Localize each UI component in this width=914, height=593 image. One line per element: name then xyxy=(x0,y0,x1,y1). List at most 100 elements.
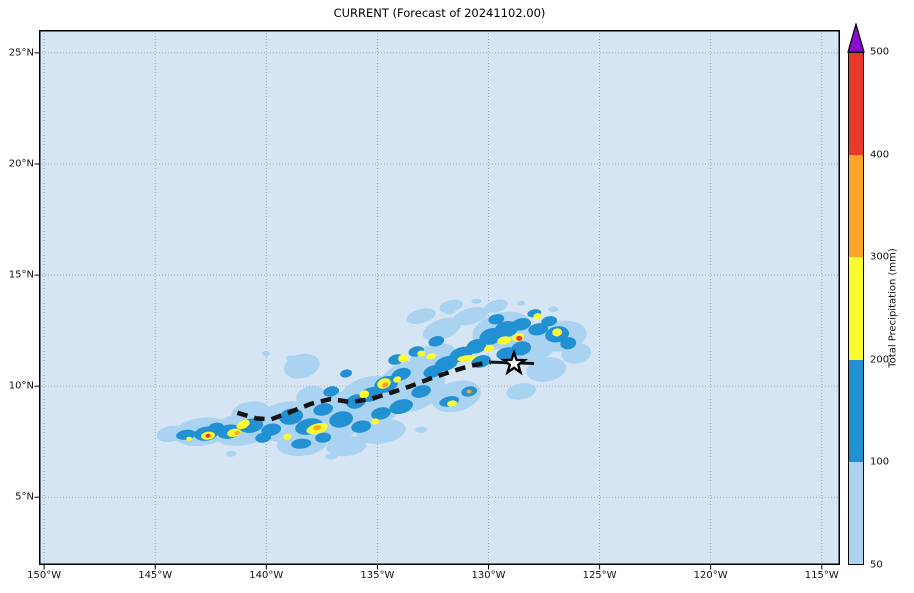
precip-blob-moderate xyxy=(528,323,549,336)
colorbar-tick-label: 100 xyxy=(870,456,890,468)
precip-blob-heavy xyxy=(236,419,250,430)
precip-blob-light xyxy=(453,307,489,326)
colorbar-segment-300-400 xyxy=(849,155,863,258)
precip-blob-light xyxy=(415,426,428,433)
plot-title: CURRENT (Forecast of 20241102.00) xyxy=(333,6,546,20)
precip-blob-heavy xyxy=(398,354,409,363)
precip-blob-heavy xyxy=(484,345,495,352)
x-tick-label: 150°W xyxy=(27,570,62,581)
precip-blob-moderate xyxy=(488,314,505,325)
precip-blob-moderate xyxy=(208,422,225,433)
y-tick-label: 20°N xyxy=(8,158,34,170)
colorbar-label: Total Precipitation (mm) xyxy=(887,248,899,368)
precip-blob-intense xyxy=(516,335,523,341)
map-plot-area xyxy=(39,30,840,565)
precip-blob-moderate xyxy=(511,318,532,331)
precip-blob-moderate xyxy=(329,411,354,428)
precip-blob-light xyxy=(226,450,237,457)
colorbar xyxy=(848,52,864,565)
storm-center-star xyxy=(500,348,528,376)
colorbar-over-arrow xyxy=(847,23,865,53)
precip-blob-very_heavy xyxy=(234,430,241,435)
y-tick-label: 10°N xyxy=(8,380,34,392)
precip-blob-heavy xyxy=(552,328,563,337)
precip-blob-heavy xyxy=(227,428,242,437)
colorbar-tick-label: 500 xyxy=(870,46,890,58)
colorbar-segment-50-100 xyxy=(849,461,863,565)
precip-blob-moderate xyxy=(371,407,391,420)
storm-track xyxy=(236,348,535,422)
precip-blob-heavy xyxy=(359,390,370,399)
over-range-triangle xyxy=(847,23,865,53)
precip-blob-light xyxy=(422,317,461,341)
colorbar-tick-label: 50 xyxy=(870,559,883,571)
x-tick-label: 135°W xyxy=(360,570,395,581)
precip-blob-moderate xyxy=(389,399,413,415)
x-tick-label: 145°W xyxy=(138,570,173,581)
precip-blob-light xyxy=(484,299,508,313)
precip-blob-heavy xyxy=(283,433,292,440)
precip-blob-heavy xyxy=(497,336,512,345)
precip-blob-light xyxy=(406,308,436,324)
precip-blob-moderate xyxy=(315,432,332,443)
x-tick-label: 130°W xyxy=(471,570,506,581)
precip-blob-heavy xyxy=(426,353,437,360)
colorbar-segment-200-300 xyxy=(849,257,863,360)
precip-blob-heavy xyxy=(457,355,476,362)
precip-blob-light xyxy=(506,383,536,400)
precip-blob-moderate xyxy=(261,423,282,436)
plot-frame xyxy=(39,30,840,565)
precip-blob-moderate xyxy=(255,432,272,443)
precip-blob-heavy xyxy=(533,313,542,320)
precip-blob-moderate xyxy=(313,403,334,416)
precip-blob-heavy xyxy=(447,400,458,407)
precip-blob-moderate xyxy=(351,420,372,433)
precip-blob-light xyxy=(526,357,567,382)
precip-blob-very_heavy xyxy=(466,389,472,394)
y-tick-label: 15°N xyxy=(8,269,34,281)
precip-blob-light xyxy=(548,306,559,313)
precip-blob-light xyxy=(262,350,271,356)
precip-blob-moderate xyxy=(279,408,304,425)
precip-blob-moderate xyxy=(560,337,577,350)
grid-lines xyxy=(34,30,840,570)
precipitation-field xyxy=(156,298,592,460)
precip-blob-light xyxy=(296,386,326,407)
precip-blob-light xyxy=(517,300,526,306)
precip-blob-moderate xyxy=(428,336,445,347)
precip-blob-light xyxy=(286,355,297,362)
precip-blob-moderate xyxy=(291,438,312,449)
precip-blob-light xyxy=(284,353,320,379)
precip-blob-very_heavy xyxy=(381,382,389,388)
precip-blob-heavy xyxy=(371,418,380,425)
precip-blob-light xyxy=(471,298,482,304)
precip-blob-moderate xyxy=(511,341,532,356)
precip-blob-moderate xyxy=(496,347,517,360)
colorbar-tick-label: 300 xyxy=(870,251,890,263)
precipitation-map xyxy=(34,30,840,570)
x-tick-label: 120°W xyxy=(693,570,728,581)
precip-blob-light xyxy=(443,308,456,315)
precip-blob-moderate xyxy=(541,316,558,327)
precip-blob-moderate xyxy=(411,385,431,398)
precip-blob-moderate xyxy=(466,339,487,354)
precip-blob-heavy xyxy=(186,436,193,441)
y-tick-label: 25°N xyxy=(8,47,34,59)
colorbar-tick-label: 200 xyxy=(870,354,890,366)
colorbar-segment-100-200 xyxy=(849,359,863,462)
x-tick-label: 115°W xyxy=(804,570,839,581)
precip-blob-heavy xyxy=(417,350,426,357)
colorbar-tick-label: 400 xyxy=(870,149,890,161)
colorbar-segment-400-500 xyxy=(849,53,863,156)
precip-blob-light xyxy=(326,436,367,457)
y-tick-label: 5°N xyxy=(15,491,34,503)
precip-blob-intense xyxy=(205,433,211,438)
x-tick-label: 125°W xyxy=(582,570,617,581)
precip-blob-light xyxy=(325,453,338,460)
track-dashed-line xyxy=(236,359,492,422)
precip-blob-heavy xyxy=(393,376,402,383)
precip-blob-very_heavy xyxy=(313,425,322,431)
precip-blob-moderate xyxy=(323,386,340,397)
precip-blob-moderate xyxy=(340,369,352,378)
